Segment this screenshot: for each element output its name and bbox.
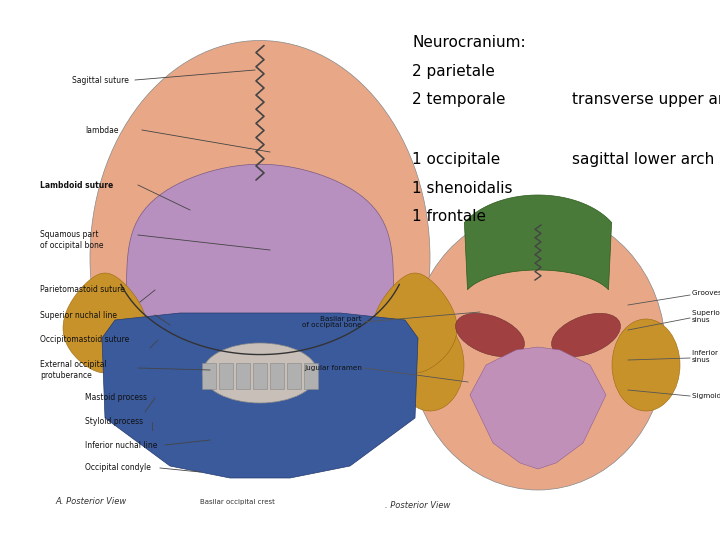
Text: Lambdoid suture: Lambdoid suture (40, 180, 113, 190)
Text: Sagittal suture: Sagittal suture (72, 76, 129, 84)
Polygon shape (373, 273, 457, 373)
Text: lambdae: lambdae (85, 125, 119, 134)
Ellipse shape (552, 313, 621, 357)
Text: Basilar part
of occipital bone: Basilar part of occipital bone (302, 315, 362, 328)
Polygon shape (127, 164, 393, 402)
Text: Grooves for:: Grooves for: (692, 290, 720, 296)
Text: Inferior petrosal
sinus: Inferior petrosal sinus (692, 350, 720, 363)
Ellipse shape (410, 210, 665, 490)
Polygon shape (464, 195, 611, 290)
Ellipse shape (202, 343, 318, 403)
Text: Superior nuchal line: Superior nuchal line (40, 310, 117, 320)
Text: Squamous part
of occipital bone: Squamous part of occipital bone (40, 230, 104, 249)
Text: 2 parietale: 2 parietale (412, 64, 495, 78)
Ellipse shape (612, 319, 680, 411)
Text: Parietomastoid suture: Parietomastoid suture (40, 286, 125, 294)
Ellipse shape (90, 40, 430, 476)
Bar (287, 363, 301, 389)
Bar (202, 363, 216, 389)
Text: sagittal lower arch: sagittal lower arch (572, 152, 714, 167)
Text: transverse upper arch: transverse upper arch (572, 92, 720, 107)
Text: 1 frontale: 1 frontale (412, 210, 486, 225)
Text: A. Posterior View: A. Posterior View (55, 497, 126, 507)
Text: Inferior nuchal line: Inferior nuchal line (85, 441, 158, 449)
Bar (219, 363, 233, 389)
Bar (253, 363, 267, 389)
Polygon shape (470, 347, 606, 469)
Bar (304, 363, 318, 389)
Text: Basilar occipital crest: Basilar occipital crest (200, 499, 275, 505)
Text: Superior petrosal
sinus: Superior petrosal sinus (692, 310, 720, 323)
Bar (270, 363, 284, 389)
Text: Neurocranium:: Neurocranium: (412, 35, 526, 50)
Text: . Posterior View: . Posterior View (385, 501, 451, 510)
Polygon shape (102, 313, 418, 478)
Ellipse shape (396, 319, 464, 411)
Text: Jugular foramen: Jugular foramen (304, 365, 362, 371)
Text: Occipital condyle: Occipital condyle (85, 463, 151, 472)
Text: External occipital
protuberance: External occipital protuberance (40, 360, 107, 380)
Text: Sigmoid sinus: Sigmoid sinus (692, 393, 720, 399)
Bar (236, 363, 250, 389)
Text: Occipitomastoid suture: Occipitomastoid suture (40, 335, 130, 345)
Text: Mastoid process: Mastoid process (85, 394, 147, 402)
Ellipse shape (456, 313, 524, 357)
Text: 2 temporale: 2 temporale (412, 92, 505, 107)
Text: 1 occipitale: 1 occipitale (412, 152, 500, 167)
Text: 1 shenoidalis: 1 shenoidalis (412, 181, 513, 196)
Text: Styloid process: Styloid process (85, 417, 143, 427)
Polygon shape (63, 273, 147, 373)
